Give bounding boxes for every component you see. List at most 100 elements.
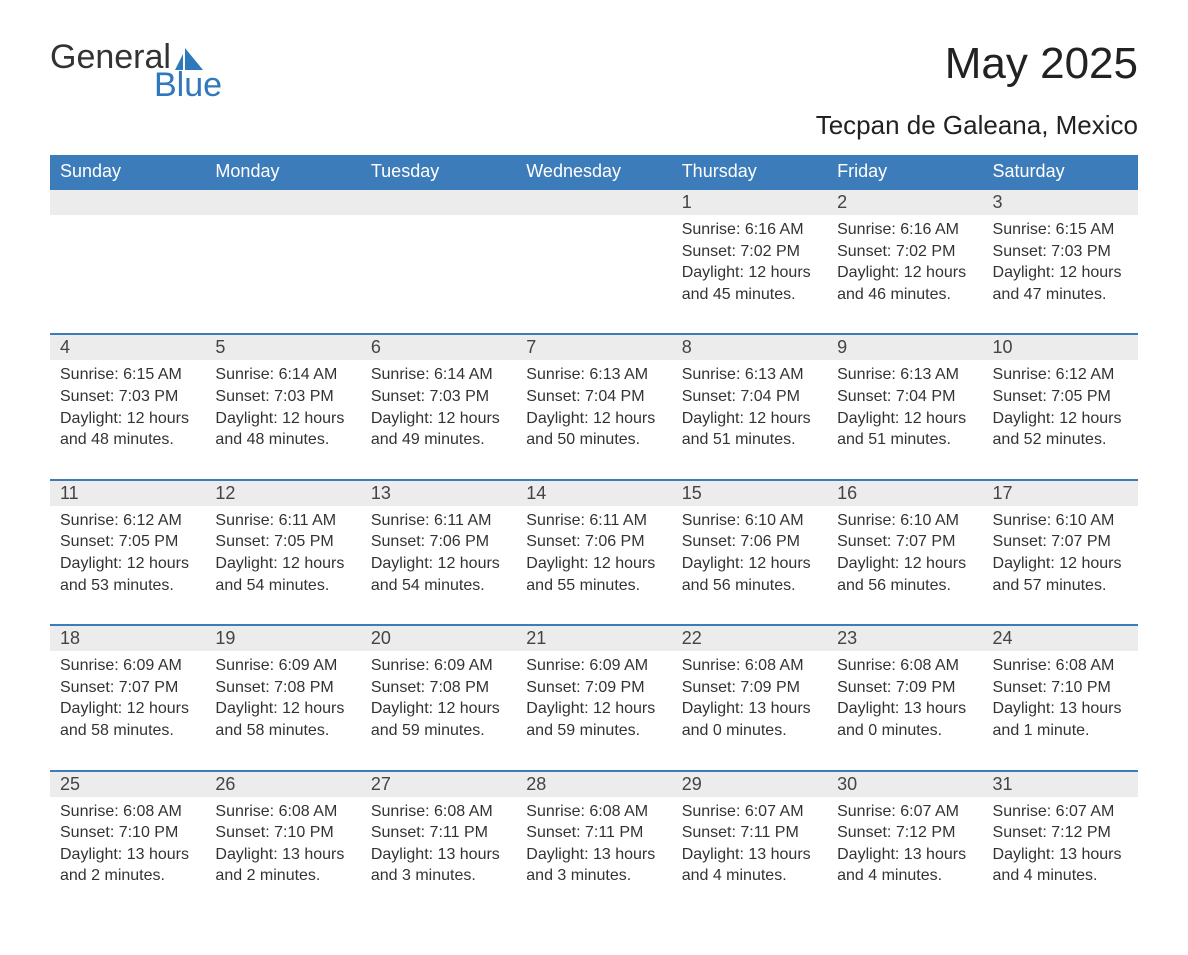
day-data-cell: Sunrise: 6:13 AMSunset: 7:04 PMDaylight:… <box>827 360 982 479</box>
sunset-line: Sunset: 7:09 PM <box>682 677 817 699</box>
day-number-cell: 6 <box>361 334 516 360</box>
daylight-line: Daylight: 13 hours and 4 minutes. <box>993 844 1128 887</box>
day-number-cell: 8 <box>672 334 827 360</box>
day-data-cell <box>205 215 360 334</box>
day-number-cell: 15 <box>672 480 827 506</box>
sunrise-line: Sunrise: 6:13 AM <box>526 364 661 386</box>
daylight-line: Daylight: 12 hours and 57 minutes. <box>993 553 1128 596</box>
daylight-line: Daylight: 12 hours and 46 minutes. <box>837 262 972 305</box>
day-data-cell: Sunrise: 6:16 AMSunset: 7:02 PMDaylight:… <box>672 215 827 334</box>
sunrise-line: Sunrise: 6:13 AM <box>837 364 972 386</box>
week-number-row: 11121314151617 <box>50 480 1138 506</box>
month-title: May 2025 <box>945 40 1138 88</box>
sunset-line: Sunset: 7:03 PM <box>60 386 195 408</box>
sunset-line: Sunset: 7:12 PM <box>837 822 972 844</box>
day-data-cell: Sunrise: 6:07 AMSunset: 7:11 PMDaylight:… <box>672 797 827 915</box>
sunset-line: Sunset: 7:11 PM <box>371 822 506 844</box>
daylight-line: Daylight: 13 hours and 4 minutes. <box>682 844 817 887</box>
sunrise-line: Sunrise: 6:13 AM <box>682 364 817 386</box>
day-data-cell <box>50 215 205 334</box>
day-data-cell: Sunrise: 6:11 AMSunset: 7:05 PMDaylight:… <box>205 506 360 625</box>
sunset-line: Sunset: 7:10 PM <box>993 677 1128 699</box>
sunset-line: Sunset: 7:04 PM <box>682 386 817 408</box>
day-data-cell: Sunrise: 6:13 AMSunset: 7:04 PMDaylight:… <box>516 360 671 479</box>
daylight-line: Daylight: 12 hours and 48 minutes. <box>215 408 350 451</box>
week-data-row: Sunrise: 6:08 AMSunset: 7:10 PMDaylight:… <box>50 797 1138 915</box>
day-data-cell <box>361 215 516 334</box>
day-data-cell: Sunrise: 6:09 AMSunset: 7:07 PMDaylight:… <box>50 651 205 770</box>
daylight-line: Daylight: 12 hours and 51 minutes. <box>682 408 817 451</box>
day-number-cell: 10 <box>983 334 1138 360</box>
daylight-line: Daylight: 13 hours and 0 minutes. <box>837 698 972 741</box>
daylight-line: Daylight: 12 hours and 59 minutes. <box>526 698 661 741</box>
day-data-cell: Sunrise: 6:14 AMSunset: 7:03 PMDaylight:… <box>205 360 360 479</box>
day-data-cell <box>516 215 671 334</box>
daylight-line: Daylight: 12 hours and 54 minutes. <box>215 553 350 596</box>
sunset-line: Sunset: 7:02 PM <box>837 241 972 263</box>
day-number-cell: 13 <box>361 480 516 506</box>
sunrise-line: Sunrise: 6:10 AM <box>682 510 817 532</box>
day-data-cell: Sunrise: 6:11 AMSunset: 7:06 PMDaylight:… <box>516 506 671 625</box>
sunset-line: Sunset: 7:05 PM <box>215 531 350 553</box>
day-data-cell: Sunrise: 6:08 AMSunset: 7:11 PMDaylight:… <box>361 797 516 915</box>
sunset-line: Sunset: 7:03 PM <box>993 241 1128 263</box>
sunrise-line: Sunrise: 6:07 AM <box>682 801 817 823</box>
day-data-cell: Sunrise: 6:14 AMSunset: 7:03 PMDaylight:… <box>361 360 516 479</box>
day-data-cell: Sunrise: 6:16 AMSunset: 7:02 PMDaylight:… <box>827 215 982 334</box>
sunrise-line: Sunrise: 6:14 AM <box>371 364 506 386</box>
daylight-line: Daylight: 12 hours and 54 minutes. <box>371 553 506 596</box>
sunrise-line: Sunrise: 6:08 AM <box>526 801 661 823</box>
sunset-line: Sunset: 7:05 PM <box>993 386 1128 408</box>
daylight-line: Daylight: 13 hours and 0 minutes. <box>682 698 817 741</box>
sunset-line: Sunset: 7:10 PM <box>60 822 195 844</box>
sunrise-line: Sunrise: 6:14 AM <box>215 364 350 386</box>
sunset-line: Sunset: 7:02 PM <box>682 241 817 263</box>
sunset-line: Sunset: 7:08 PM <box>371 677 506 699</box>
daylight-line: Daylight: 12 hours and 56 minutes. <box>837 553 972 596</box>
daylight-line: Daylight: 12 hours and 55 minutes. <box>526 553 661 596</box>
week-number-row: 25262728293031 <box>50 771 1138 797</box>
header: General Blue May 2025 <box>50 40 1138 102</box>
day-header: Thursday <box>672 155 827 189</box>
sunrise-line: Sunrise: 6:08 AM <box>993 655 1128 677</box>
day-data-cell: Sunrise: 6:10 AMSunset: 7:07 PMDaylight:… <box>983 506 1138 625</box>
sunrise-line: Sunrise: 6:08 AM <box>60 801 195 823</box>
flag-icon <box>175 48 203 70</box>
daylight-line: Daylight: 12 hours and 45 minutes. <box>682 262 817 305</box>
week-data-row: Sunrise: 6:12 AMSunset: 7:05 PMDaylight:… <box>50 506 1138 625</box>
daylight-line: Daylight: 12 hours and 51 minutes. <box>837 408 972 451</box>
sunset-line: Sunset: 7:09 PM <box>837 677 972 699</box>
daylight-line: Daylight: 13 hours and 2 minutes. <box>215 844 350 887</box>
day-header: Wednesday <box>516 155 671 189</box>
day-data-cell: Sunrise: 6:10 AMSunset: 7:07 PMDaylight:… <box>827 506 982 625</box>
sunrise-line: Sunrise: 6:09 AM <box>215 655 350 677</box>
sunrise-line: Sunrise: 6:09 AM <box>371 655 506 677</box>
daylight-line: Daylight: 13 hours and 3 minutes. <box>371 844 506 887</box>
week-number-row: 123 <box>50 189 1138 215</box>
calendar-body: 123Sunrise: 6:16 AMSunset: 7:02 PMDaylig… <box>50 189 1138 915</box>
day-number-cell: 24 <box>983 625 1138 651</box>
sunset-line: Sunset: 7:03 PM <box>215 386 350 408</box>
day-number-cell: 11 <box>50 480 205 506</box>
day-data-cell: Sunrise: 6:15 AMSunset: 7:03 PMDaylight:… <box>50 360 205 479</box>
day-number-cell: 20 <box>361 625 516 651</box>
day-header: Sunday <box>50 155 205 189</box>
sunrise-line: Sunrise: 6:10 AM <box>837 510 972 532</box>
sunrise-line: Sunrise: 6:07 AM <box>837 801 972 823</box>
day-number-cell: 5 <box>205 334 360 360</box>
sunset-line: Sunset: 7:06 PM <box>682 531 817 553</box>
sunrise-line: Sunrise: 6:12 AM <box>60 510 195 532</box>
day-number-cell: 16 <box>827 480 982 506</box>
sunrise-line: Sunrise: 6:16 AM <box>837 219 972 241</box>
day-number-cell: 30 <box>827 771 982 797</box>
daylight-line: Daylight: 13 hours and 2 minutes. <box>60 844 195 887</box>
sunrise-line: Sunrise: 6:07 AM <box>993 801 1128 823</box>
sunset-line: Sunset: 7:03 PM <box>371 386 506 408</box>
day-number-cell <box>50 189 205 215</box>
title-block: May 2025 <box>945 40 1138 88</box>
daylight-line: Daylight: 12 hours and 52 minutes. <box>993 408 1128 451</box>
day-number-cell: 25 <box>50 771 205 797</box>
daylight-line: Daylight: 12 hours and 58 minutes. <box>60 698 195 741</box>
day-number-cell: 18 <box>50 625 205 651</box>
sunset-line: Sunset: 7:04 PM <box>526 386 661 408</box>
